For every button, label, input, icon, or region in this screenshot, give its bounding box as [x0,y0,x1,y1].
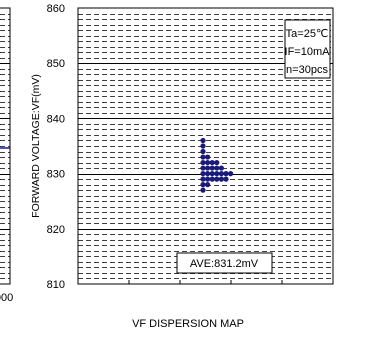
left-panel-fragment: 000 [0,7,13,304]
data-point [218,165,224,171]
y-tick-label: 820 [47,224,65,236]
y-tick-label: 810 [47,279,65,291]
y-tick-label: 850 [47,58,65,70]
data-point [209,171,215,177]
chart-caption: VF DISPERSION MAP [132,318,244,330]
data-point [200,137,206,144]
data-point [218,176,224,182]
y-tick-label: 840 [47,113,65,125]
y-tick-label: 860 [47,3,65,15]
data-point [200,154,206,160]
plot-frame [77,7,334,285]
condition-sample-count: n=30pcs [286,64,328,76]
average-box-frame [176,252,273,274]
left-panel-grid [0,14,10,279]
data-point [214,176,220,182]
data-point [205,171,211,177]
conditions-box-frame [284,19,331,79]
data-point [200,148,206,155]
data-point [205,182,211,188]
data-point [223,176,229,182]
data-points [200,137,234,193]
data-point [214,165,220,171]
conditions-box: Ta=25℃ IF=10mA n=30pcs [284,19,331,79]
data-point [200,159,206,166]
data-point [218,171,224,177]
data-point [205,159,211,166]
data-point [205,176,211,182]
condition-current: IF=10mA [285,46,331,58]
data-point [223,171,229,177]
y-tick-label: 830 [47,169,65,181]
data-point [214,171,220,177]
average-value-label: AVE:831.2mV [190,258,259,270]
condition-temperature: Ta=25℃ [286,28,329,40]
left-panel-tick-label: 000 [0,292,13,304]
data-point [228,171,234,177]
average-box: AVE:831.2mV [176,252,273,274]
data-point [200,143,206,149]
data-point [200,182,206,188]
data-point [200,176,206,182]
data-point [209,165,215,171]
data-point [214,159,220,166]
data-point [209,159,215,166]
data-point [209,176,215,182]
data-point [200,187,206,193]
data-point [200,165,206,171]
data-point [205,165,211,171]
data-point [200,171,206,177]
data-point [205,154,211,160]
y-tick-labels: 860 850 840 830 820 810 [47,3,65,291]
y-axis-label: FORWARD VOLTAGE:VF(mV) [30,74,42,218]
left-panel-frame [0,7,11,285]
